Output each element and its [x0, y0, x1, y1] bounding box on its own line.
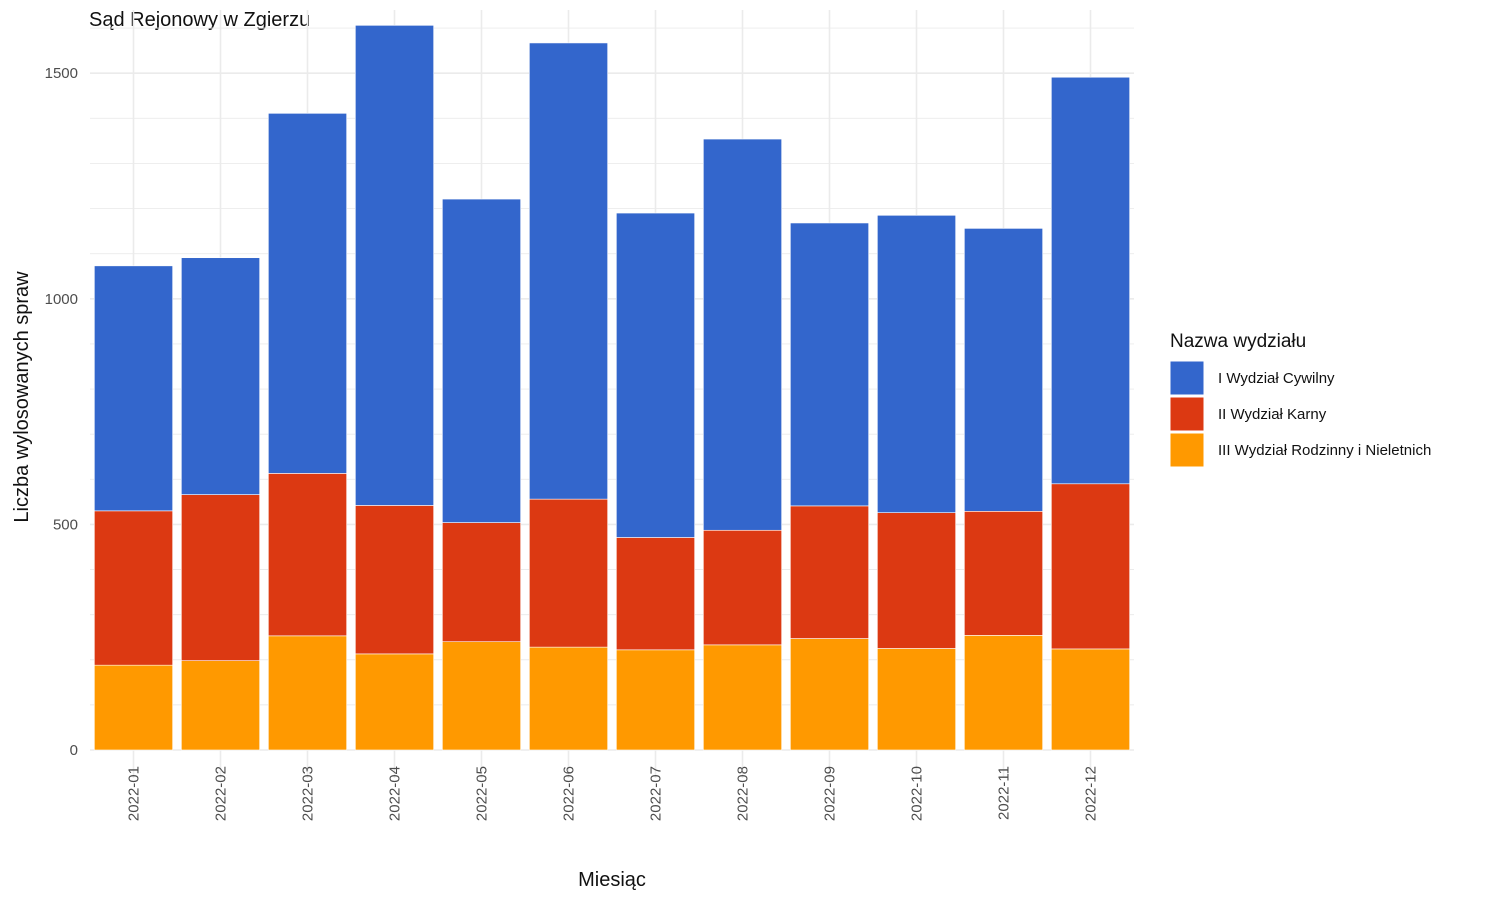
- bar-segment: [1051, 648, 1130, 751]
- bar-segment: [616, 537, 695, 651]
- bar-segment: [703, 138, 782, 531]
- bar-segment: [616, 649, 695, 751]
- y-tick-label: 0: [70, 742, 78, 759]
- bar-segment: [964, 511, 1043, 636]
- bar-segment: [529, 646, 608, 751]
- bar-segment: [268, 113, 347, 474]
- bar-segment: [94, 510, 173, 666]
- bar-segment: [94, 265, 173, 512]
- bar-segment: [181, 660, 260, 751]
- bar-segment: [964, 635, 1043, 751]
- bar-segment: [877, 215, 956, 513]
- y-tick-label: 1000: [45, 291, 78, 308]
- legend: Nazwa wydziału I Wydział Cywilny II Wydzi…: [1169, 331, 1431, 468]
- legend-label: II Wydział Karny: [1218, 406, 1327, 423]
- bar-segment: [1051, 483, 1130, 650]
- bar-segment: [529, 498, 608, 648]
- bar-segment: [790, 222, 869, 507]
- x-tick-label: 2022-02: [213, 766, 230, 821]
- chart-title: Sąd Rejonowy w Zgierzu: [89, 9, 310, 31]
- legend-swatch: [1169, 396, 1205, 432]
- x-tick-label: 2022-06: [561, 766, 578, 821]
- legend-title: Nazwa wydziału: [1170, 331, 1306, 352]
- x-tick-label: 2022-04: [387, 766, 404, 821]
- bar-segment: [268, 635, 347, 751]
- x-axis-ticks: 2022-01 2022-02 2022-03 2022-04 2022-05 2022-…: [126, 766, 1100, 821]
- x-tick-label: 2022-10: [909, 766, 926, 821]
- x-tick-label: 2022-08: [735, 766, 752, 821]
- bar-segment: [877, 512, 956, 649]
- y-axis-ticks: 0 500 1000 1500: [45, 65, 78, 759]
- bar-segment: [616, 212, 695, 538]
- bar-segment: [442, 198, 521, 523]
- y-tick-label: 500: [53, 516, 78, 533]
- bar-segment: [355, 653, 434, 751]
- bar-segment: [964, 228, 1043, 512]
- bar-segment: [355, 25, 434, 506]
- bar-segment: [790, 638, 869, 751]
- legend-label: I Wydział Cywilny: [1218, 370, 1335, 387]
- x-tick-label: 2022-09: [822, 766, 839, 821]
- bar-segment: [529, 42, 608, 500]
- x-tick-label: 2022-07: [648, 766, 665, 821]
- bar-segment: [442, 522, 521, 643]
- bars-layer: [94, 25, 1130, 751]
- x-tick-label: 2022-05: [474, 766, 491, 821]
- legend-label: III Wydział Rodzinny i Nieletnich: [1218, 442, 1431, 459]
- bar-segment: [355, 505, 434, 655]
- legend-swatch: [1169, 432, 1205, 468]
- bar-segment: [268, 473, 347, 637]
- x-tick-label: 2022-03: [300, 766, 317, 821]
- bar-segment: [790, 505, 869, 639]
- bar-segment: [94, 664, 173, 751]
- bar-segment: [703, 644, 782, 751]
- bar-segment: [181, 257, 260, 495]
- legend-swatch: [1169, 360, 1205, 396]
- bar-segment: [442, 641, 521, 751]
- bar-segment: [181, 494, 260, 661]
- y-tick-label: 1500: [45, 65, 78, 82]
- x-tick-label: 2022-12: [1083, 766, 1100, 821]
- y-axis-title: Liczba wylosowanych spraw: [11, 271, 33, 523]
- bar-segment: [703, 529, 782, 646]
- x-tick-label: 2022-01: [126, 766, 143, 821]
- bar-segment: [877, 648, 956, 751]
- x-axis-title: Miesiąc: [578, 869, 646, 891]
- x-tick-label: 2022-11: [996, 766, 1013, 820]
- bar-segment: [1051, 76, 1130, 485]
